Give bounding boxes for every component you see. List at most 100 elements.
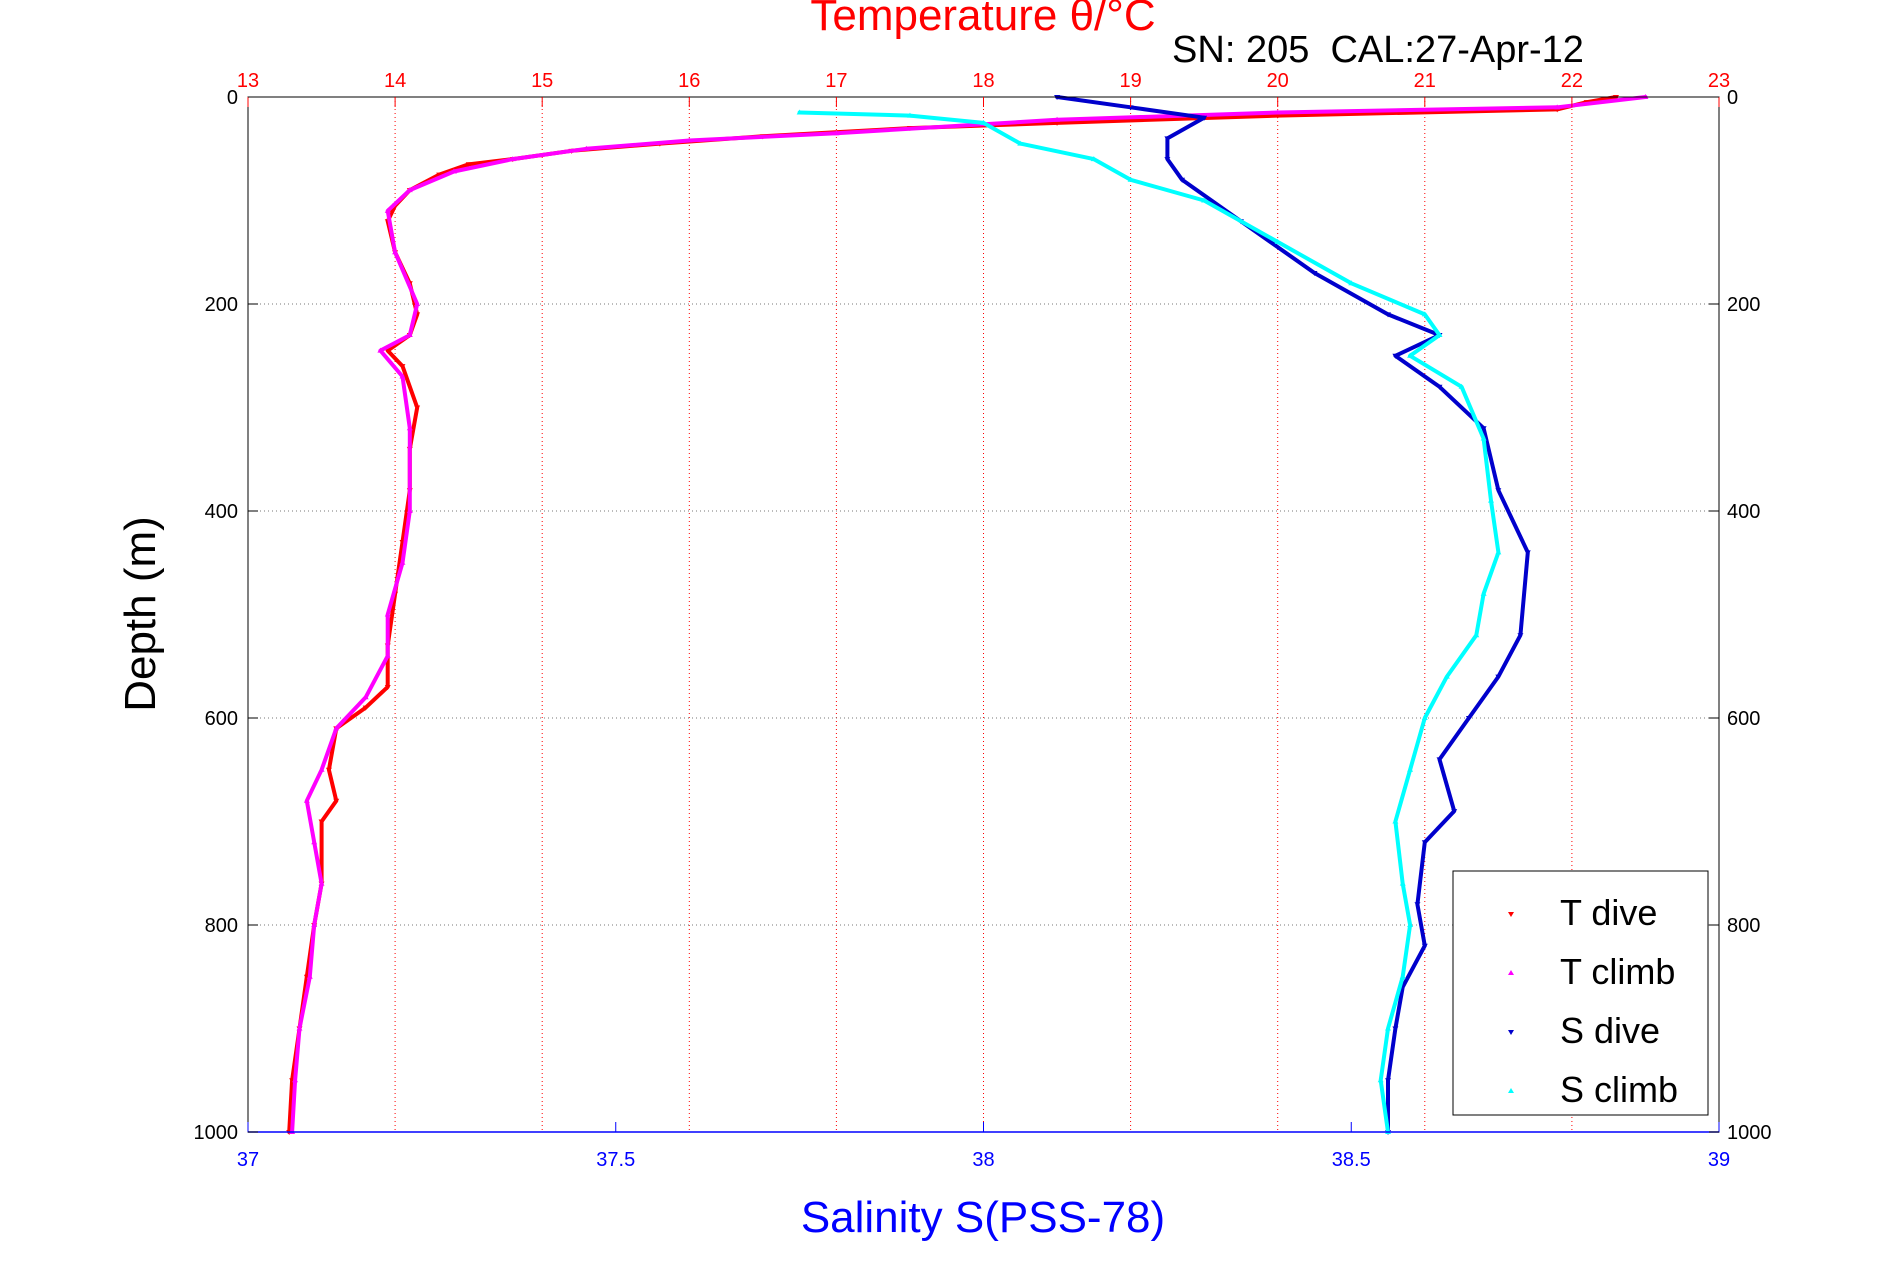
data-point-s-climb [1090, 156, 1097, 162]
data-point-s-climb [980, 119, 987, 125]
legend-label-t-dive: T dive [1560, 892, 1657, 933]
data-point-s-climb [1458, 383, 1465, 389]
depth-tick-label-right: 400 [1727, 501, 1760, 523]
legend-label-s-climb: S climb [1560, 1069, 1678, 1110]
data-point-t-climb [306, 973, 313, 979]
legend-marker-t-dive [1508, 912, 1514, 917]
temp-tick-label: 13 [237, 70, 259, 92]
data-point-s-dive [1127, 105, 1134, 111]
data-point-t-dive [1274, 113, 1281, 119]
legend-marker-s-dive [1508, 1030, 1514, 1035]
data-point-t-dive [384, 684, 391, 690]
depth-tick-label-left: 200 [205, 294, 238, 316]
data-point-s-climb [1480, 435, 1487, 441]
depth-tick-label-left: 1000 [194, 1122, 239, 1144]
data-point-t-climb [686, 137, 693, 143]
data-point-t-climb [296, 1025, 303, 1031]
temp-tick-label: 21 [1414, 70, 1436, 92]
data-point-s-climb [1348, 280, 1355, 286]
data-point-t-dive [362, 705, 369, 711]
data-point-t-climb [1274, 109, 1281, 115]
data-point-s-dive [1164, 136, 1171, 142]
data-point-t-climb [318, 880, 325, 886]
data-point-s-dive [1421, 840, 1428, 846]
data-point-s-dive [1421, 943, 1428, 949]
legend-label-t-climb: T climb [1560, 951, 1675, 992]
data-point-s-dive [1524, 550, 1531, 556]
legend: T dive T climb S dive S climb [1452, 870, 1709, 1116]
depth-tick-label-left: 800 [205, 915, 238, 937]
data-point-t-climb [414, 301, 421, 306]
data-point-t-climb [384, 207, 391, 213]
data-point-s-dive [1436, 757, 1443, 763]
data-point-t-dive [384, 348, 391, 354]
data-point-t-climb [311, 839, 318, 845]
data-point-t-climb [399, 373, 406, 379]
series-layer [286, 94, 1649, 1135]
sal-tick-label: 38.5 [1332, 1149, 1371, 1171]
data-point-s-climb [1377, 1077, 1384, 1083]
data-point-s-climb [1407, 766, 1414, 772]
data-point-t-climb [377, 347, 384, 353]
temp-tick-label: 15 [531, 70, 553, 92]
chart-subtitle: SN: 205 CAL:27-Apr-12 [1172, 29, 1584, 71]
data-point-s-dive [1385, 1078, 1392, 1084]
legend-marker-s-climb [1508, 1088, 1514, 1093]
series-line-s-climb [797, 110, 1501, 1134]
sal-tick-label: 37.5 [596, 1149, 635, 1171]
data-point-s-climb [1473, 632, 1480, 638]
legend-marker-t-climb [1508, 970, 1514, 975]
depth-tick-label-right: 0 [1727, 87, 1738, 109]
sal-tick-label: 37 [237, 1149, 259, 1171]
chart-title: Temperature θ/°C [810, 0, 1155, 40]
data-point-s-dive [1517, 633, 1524, 639]
data-point-s-dive [1164, 157, 1171, 163]
data-point-t-dive [399, 364, 406, 370]
data-point-s-climb [1407, 922, 1414, 927]
data-point-t-climb [406, 425, 413, 431]
data-point-s-dive [1392, 1026, 1399, 1032]
data-point-t-climb [509, 156, 516, 162]
data-point-t-climb [406, 508, 413, 513]
data-point-s-dive [1495, 674, 1502, 680]
series-line-t-climb [290, 95, 1648, 1134]
data-point-s-dive [1480, 426, 1487, 432]
depth-tick-label-right: 600 [1727, 708, 1760, 730]
data-point-s-dive [1201, 115, 1208, 121]
data-point-s-climb [1385, 1025, 1392, 1031]
data-point-s-dive [1392, 353, 1399, 359]
data-point-t-climb [406, 332, 413, 338]
series-t-climb [289, 94, 1649, 1134]
data-point-s-climb [1392, 818, 1399, 824]
temp-tick-label: 17 [825, 70, 847, 92]
sal-tick-label: 38 [972, 1149, 994, 1171]
data-point-s-dive [1179, 177, 1186, 183]
depth-tick-label-right: 800 [1727, 915, 1760, 937]
depth-tick-label-left: 0 [227, 87, 238, 109]
legend-label-s-dive: S dive [1560, 1010, 1660, 1051]
data-point-t-climb [303, 797, 310, 803]
data-point-t-climb [318, 766, 325, 772]
depth-tick-label-right: 200 [1727, 294, 1760, 316]
grid-lines [248, 97, 1719, 1132]
data-point-t-dive [318, 819, 325, 825]
data-point-t-dive [414, 405, 421, 411]
data-point-t-climb [583, 145, 590, 151]
data-point-t-dive [1054, 120, 1061, 126]
data-point-t-climb [292, 1077, 299, 1083]
data-point-t-climb [399, 559, 406, 565]
depth-tick-label-right: 1000 [1727, 1122, 1772, 1144]
data-point-t-climb [1554, 104, 1561, 110]
legend-markers [1508, 912, 1514, 1093]
depth-tick-label-left: 400 [205, 501, 238, 523]
data-point-s-climb [1407, 352, 1414, 358]
temp-tick-label: 16 [678, 70, 700, 92]
y-axis-label: Depth (m) [116, 516, 165, 712]
data-point-t-dive [465, 162, 472, 168]
temp-tick-label: 20 [1267, 70, 1289, 92]
depth-tick-label-left: 600 [205, 708, 238, 730]
data-point-s-climb [1495, 549, 1502, 555]
data-point-s-climb [1421, 715, 1428, 720]
data-point-s-climb [1436, 332, 1443, 338]
data-point-t-dive [333, 798, 340, 804]
